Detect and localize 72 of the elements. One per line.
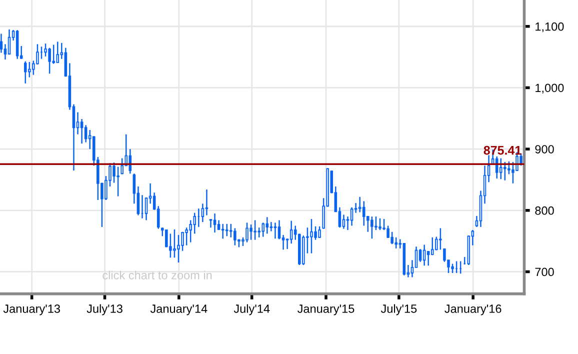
- candlestick: [84, 124, 88, 143]
- candlestick: [48, 47, 51, 74]
- x-tick-label: July'15: [380, 304, 417, 316]
- candlestick: [254, 220, 256, 240]
- candlestick: [250, 224, 252, 240]
- candlestick: [112, 162, 116, 184]
- candlestick: [169, 233, 172, 258]
- y-tick-label: 800: [535, 206, 554, 215]
- candlestick: [205, 188, 208, 216]
- candlestick: [165, 229, 168, 248]
- candlestick: [390, 231, 394, 245]
- candlestick: [350, 206, 354, 226]
- candlestick: [310, 218, 313, 254]
- candlestick: [201, 203, 204, 223]
- candlestick: [362, 200, 366, 226]
- candlestick: [342, 214, 346, 230]
- candlestick: [290, 220, 293, 244]
- candlestick: [8, 28, 11, 56]
- candlestick: [504, 161, 506, 181]
- x-tick-label: January'15: [297, 304, 354, 316]
- candlestick: [378, 218, 382, 231]
- x-tick-label: July'14: [234, 304, 270, 316]
- y-tick-label: 1,100: [536, 22, 564, 32]
- candlestick: [52, 44, 55, 64]
- candlestick: [274, 222, 277, 240]
- candlestick: [120, 158, 124, 175]
- candlestick: [358, 196, 362, 213]
- candlestick: [28, 61, 31, 78]
- y-tick-label: 700: [535, 268, 554, 276]
- candlestick: [439, 228, 442, 250]
- candlestick: [451, 263, 454, 274]
- candlestick: [374, 216, 378, 231]
- candlestick: [258, 226, 260, 238]
- candlestick: [177, 234, 180, 264]
- x-tick-label: January'16: [444, 304, 502, 316]
- candlestick: [370, 216, 374, 240]
- candlestick: [56, 41, 60, 64]
- candlestick: [213, 212, 216, 234]
- candlestick: [0, 33, 3, 54]
- ref-line-label: 875.41: [484, 146, 522, 155]
- candlestick: [225, 223, 228, 237]
- candlestick: [173, 228, 176, 258]
- candlestick: [435, 236, 438, 251]
- candlestick: [266, 216, 269, 234]
- x-tick-label: July'13: [86, 304, 122, 316]
- candlestick: [246, 222, 248, 243]
- candlestick: [270, 221, 273, 232]
- candlestick: [262, 222, 265, 238]
- candlestick: [230, 223, 232, 238]
- candlestick: [394, 236, 398, 250]
- candlestick: [24, 60, 27, 84]
- candlestick: [430, 236, 434, 256]
- y-tick-label: 1,000: [536, 84, 564, 94]
- candlestick: [116, 166, 120, 197]
- candlestick: [209, 218, 212, 228]
- candlestick: [193, 212, 196, 234]
- candlestick: [314, 226, 317, 240]
- x-tick-label: January'14: [150, 304, 208, 316]
- candlestick: [221, 223, 224, 240]
- candlestick: [422, 244, 426, 266]
- candlestick: [80, 118, 84, 144]
- candlestick: [189, 220, 192, 243]
- candlestick: [278, 220, 281, 240]
- candlestick: [144, 196, 148, 221]
- candlestick: [499, 158, 502, 180]
- candlestick: [508, 160, 510, 175]
- candlestick: [234, 228, 236, 246]
- candlestick: [181, 231, 184, 252]
- candlestick: [185, 226, 188, 246]
- candlestick: [426, 250, 430, 266]
- y-tick-label: 900: [535, 145, 554, 154]
- x-tick-label: January'13: [3, 304, 60, 316]
